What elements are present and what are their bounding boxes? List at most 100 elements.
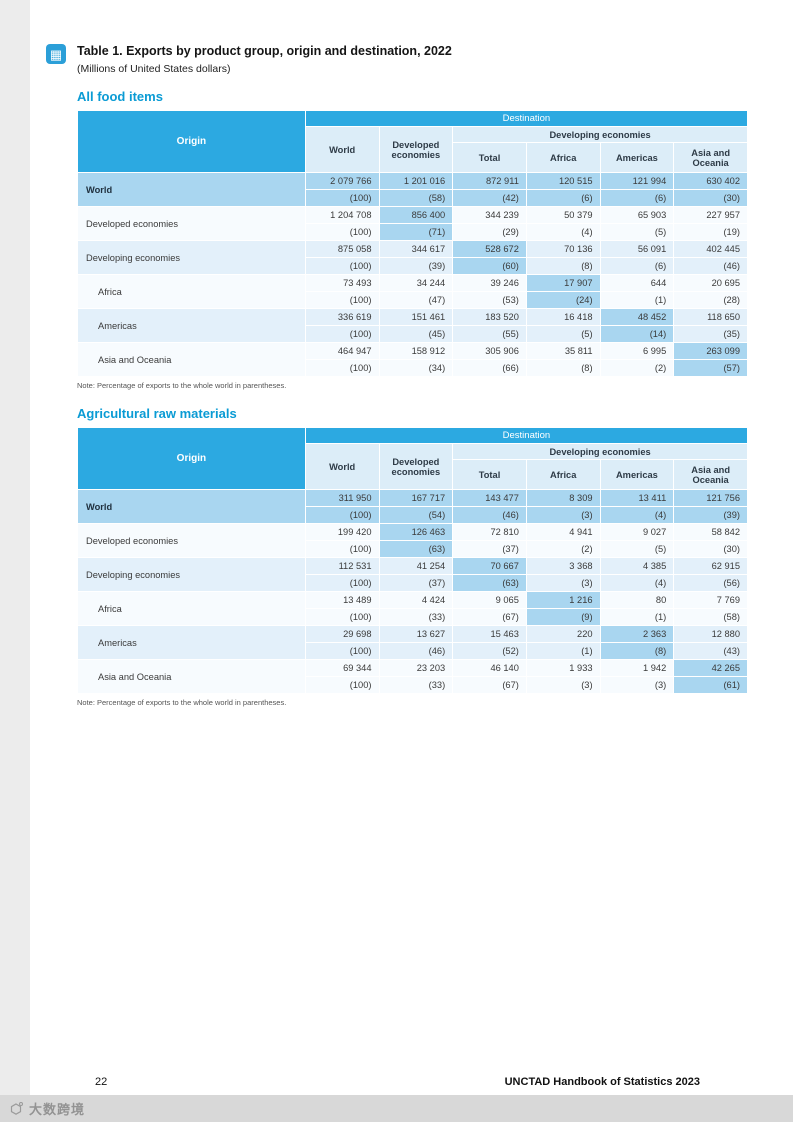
value-cell: 112 531 bbox=[304, 557, 380, 575]
percent-cell: (47) bbox=[378, 291, 454, 309]
table-row: Developed economies 199 420 126 463 72 810 4… bbox=[77, 523, 748, 558]
value-cell: 464 947 bbox=[304, 342, 380, 360]
origin-cell: Asia and Oceania bbox=[77, 342, 306, 377]
percent-cell: (100) bbox=[304, 325, 380, 343]
col-header-africa: Africa bbox=[525, 142, 601, 173]
percent-cell: (66) bbox=[452, 359, 527, 377]
col-header-americas: Americas bbox=[599, 142, 675, 173]
percent-cell: (57) bbox=[673, 359, 748, 377]
percent-cell: (100) bbox=[304, 540, 380, 558]
percent-cell: (58) bbox=[378, 189, 454, 207]
destination-header: Destination bbox=[304, 427, 749, 444]
value-cell: 344 617 bbox=[378, 240, 454, 258]
percent-cell: (35) bbox=[673, 325, 748, 343]
table-row-percent: (100) (37) (63) (3) (4) (56) bbox=[78, 574, 748, 592]
col-header-world: World bbox=[304, 126, 380, 173]
value-cell: 344 239 bbox=[452, 206, 527, 224]
percent-cell: (3) bbox=[525, 676, 601, 694]
page-left-margin-strip bbox=[0, 0, 30, 1122]
table-row: Developing economies 875 058 344 617 528 67… bbox=[77, 240, 748, 275]
value-cell: 1 942 bbox=[599, 659, 675, 677]
value-cell: 29 698 bbox=[304, 625, 380, 643]
percent-cell: (100) bbox=[304, 359, 380, 377]
table-row: Americas 336 619 151 461 183 520 16 418 48 45… bbox=[77, 308, 748, 343]
percent-cell: (67) bbox=[452, 608, 527, 626]
table-section: Agricultural raw materials Origin Destinat… bbox=[77, 406, 749, 707]
percent-cell: (8) bbox=[525, 257, 601, 275]
percent-cell: (30) bbox=[673, 189, 748, 207]
page-title: Table 1. Exports by product group, origi… bbox=[77, 44, 452, 58]
table-row-percent: (100) (34) (66) (8) (2) (57) bbox=[78, 359, 748, 377]
percent-cell: (100) bbox=[304, 506, 380, 524]
percent-cell: (33) bbox=[378, 608, 454, 626]
section-title: All food items bbox=[77, 89, 163, 104]
percent-cell: (58) bbox=[673, 608, 748, 626]
origin-cell: World bbox=[77, 172, 306, 207]
percent-cell: (29) bbox=[452, 223, 527, 241]
percent-cell: (4) bbox=[599, 574, 675, 592]
percent-cell: (8) bbox=[599, 642, 675, 660]
value-cell: 336 619 bbox=[304, 308, 380, 326]
col-header-total: Total bbox=[452, 459, 527, 490]
table-row: Americas 29 698 13 627 15 463 220 2 363 12 880 bbox=[77, 625, 748, 660]
data-table: Origin Destination World Developed economie… bbox=[77, 110, 749, 377]
percent-cell: (46) bbox=[452, 506, 527, 524]
percent-cell: (100) bbox=[304, 608, 380, 626]
col-header-world: World bbox=[304, 443, 380, 490]
percent-cell: (19) bbox=[673, 223, 748, 241]
tables-container: All food items Origin Destination World Deve… bbox=[46, 89, 749, 707]
value-cell: 70 667 bbox=[452, 557, 527, 575]
page-number: 22 bbox=[95, 1076, 108, 1088]
percent-cell: (71) bbox=[378, 223, 454, 241]
percent-cell: (39) bbox=[378, 257, 454, 275]
percent-cell: (8) bbox=[525, 359, 601, 377]
origin-cell: Africa bbox=[77, 274, 306, 309]
value-cell: 48 452 bbox=[599, 308, 675, 326]
value-cell: 151 461 bbox=[378, 308, 454, 326]
data-table: Origin Destination World Developed economie… bbox=[77, 427, 749, 694]
percent-cell: (1) bbox=[599, 291, 675, 309]
value-cell: 1 204 708 bbox=[304, 206, 380, 224]
origin-cell: Developing economies bbox=[77, 557, 306, 592]
value-cell: 23 203 bbox=[378, 659, 454, 677]
table-icon: ▦ bbox=[46, 44, 66, 64]
table-row: World 2 079 766 1 201 016 872 911 120 515 121… bbox=[77, 172, 748, 207]
section-title: Agricultural raw materials bbox=[77, 406, 237, 421]
percent-cell: (53) bbox=[452, 291, 527, 309]
origin-cell: Africa bbox=[77, 591, 306, 626]
percent-cell: (63) bbox=[452, 574, 527, 592]
col-header-americas: Americas bbox=[599, 459, 675, 490]
value-cell: 305 906 bbox=[452, 342, 527, 360]
percent-cell: (100) bbox=[304, 291, 380, 309]
value-cell: 13 411 bbox=[599, 489, 675, 507]
col-header-asia-oceania: Asia and Oceania bbox=[673, 459, 748, 490]
percent-cell: (3) bbox=[525, 506, 601, 524]
table-section: All food items Origin Destination World Deve… bbox=[77, 89, 749, 390]
value-cell: 1 933 bbox=[525, 659, 601, 677]
value-cell: 65 903 bbox=[599, 206, 675, 224]
table-row-percent: (100) (46) (52) (1) (8) (43) bbox=[78, 642, 748, 660]
destination-header: Destination bbox=[304, 110, 749, 127]
percent-cell: (3) bbox=[525, 574, 601, 592]
title-row: ▦ Table 1. Exports by product group, ori… bbox=[46, 44, 748, 75]
col-header-asia-oceania: Asia and Oceania bbox=[673, 142, 748, 173]
value-cell: 39 246 bbox=[452, 274, 527, 292]
value-cell: 34 244 bbox=[378, 274, 454, 292]
percent-cell: (33) bbox=[378, 676, 454, 694]
percent-cell: (4) bbox=[525, 223, 601, 241]
percent-cell: (5) bbox=[599, 540, 675, 558]
value-cell: 7 769 bbox=[673, 591, 748, 609]
value-cell: 46 140 bbox=[452, 659, 527, 677]
table-row-percent: (100) (45) (55) (5) (14) (35) bbox=[78, 325, 748, 343]
value-cell: 50 379 bbox=[525, 206, 601, 224]
value-cell: 872 911 bbox=[452, 172, 527, 190]
origin-cell: Asia and Oceania bbox=[77, 659, 306, 694]
origin-cell: Americas bbox=[77, 308, 306, 343]
percent-cell: (3) bbox=[599, 676, 675, 694]
percent-cell: (1) bbox=[525, 642, 601, 660]
percent-cell: (67) bbox=[452, 676, 527, 694]
value-cell: 199 420 bbox=[304, 523, 380, 541]
value-cell: 73 493 bbox=[304, 274, 380, 292]
value-cell: 143 477 bbox=[452, 489, 527, 507]
value-cell: 12 880 bbox=[673, 625, 748, 643]
